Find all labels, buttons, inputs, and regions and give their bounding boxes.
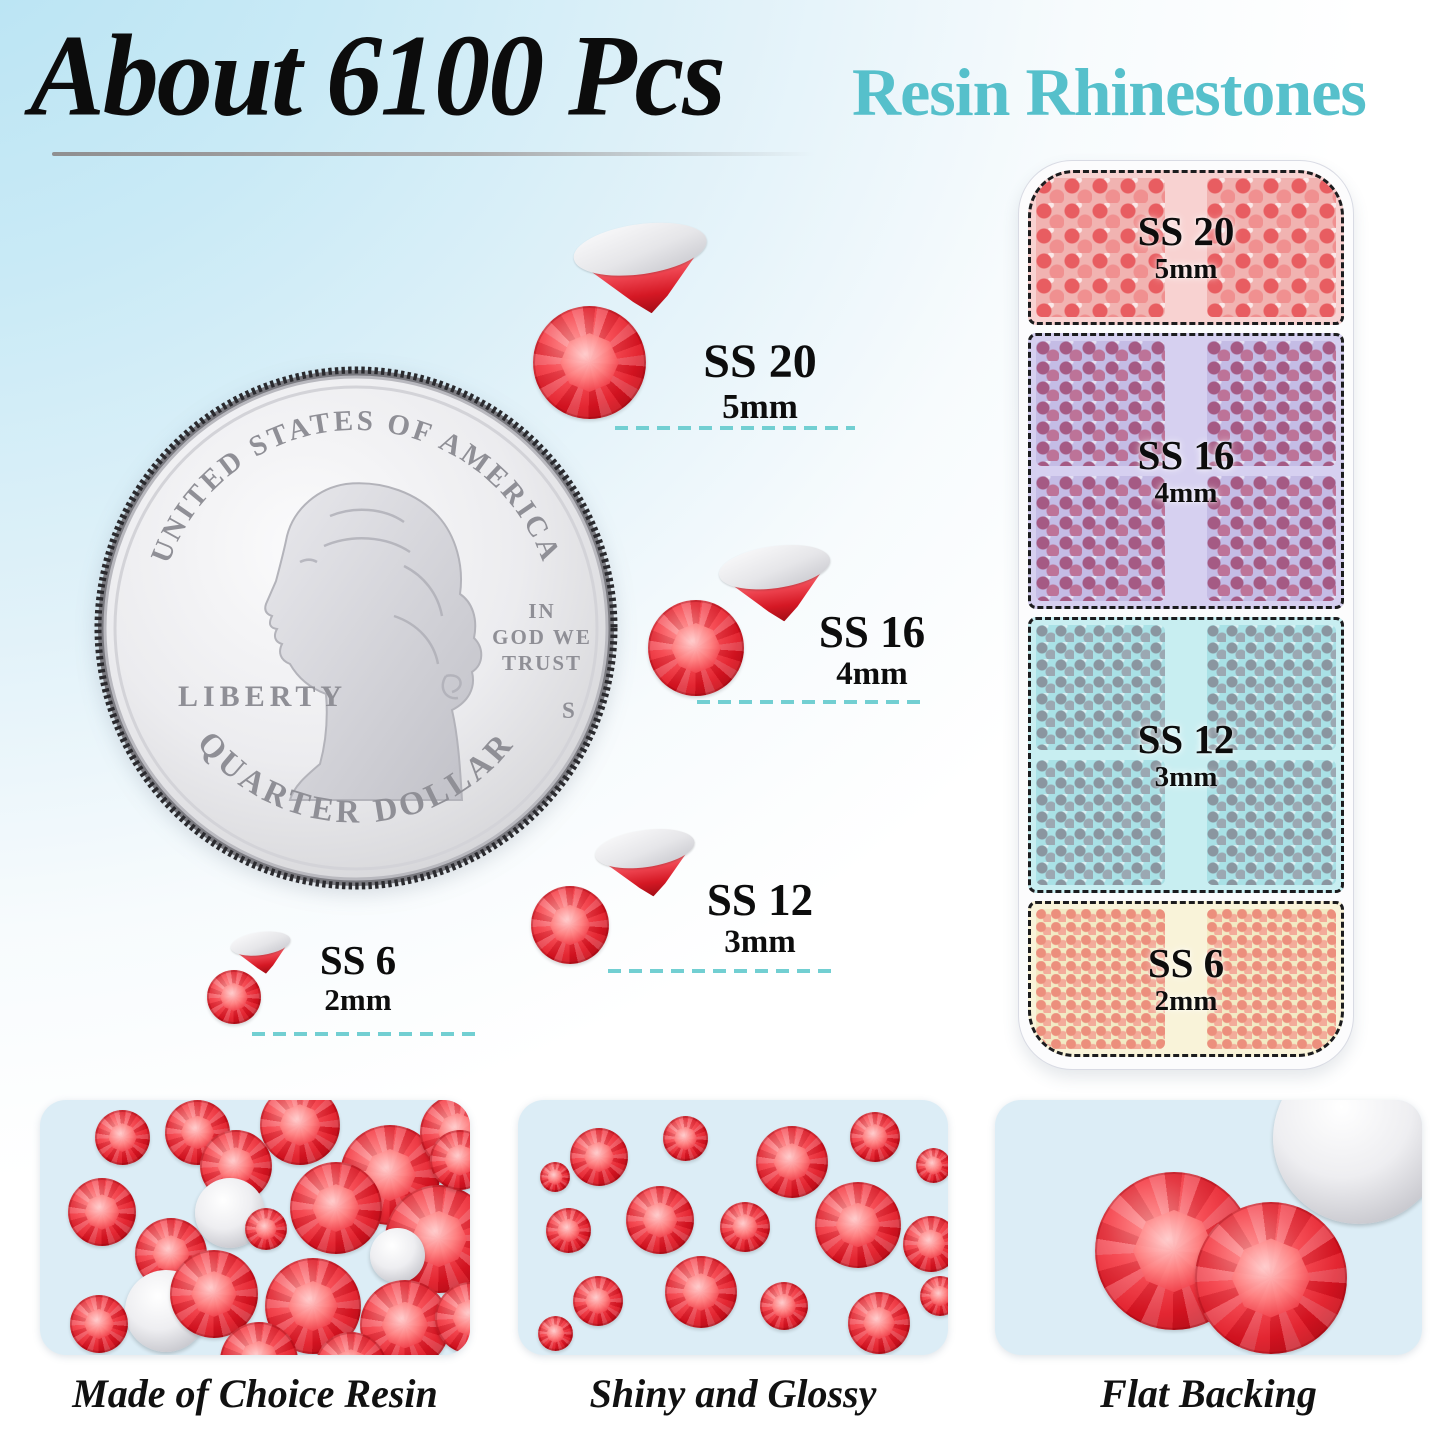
rhinestone (570, 1128, 628, 1186)
rhinestone (920, 1276, 948, 1316)
ss16-code: SS 16 (818, 607, 926, 657)
organizer-label-ss16: SS 16 4mm (1137, 431, 1235, 509)
ss20-code: SS 20 (703, 335, 817, 388)
coin-reeding (94, 366, 618, 890)
ss12-mm: 3mm (724, 924, 796, 960)
rhinestone (546, 1208, 591, 1253)
ss20-size-label: SS 20 5mm (660, 335, 860, 426)
rhinestone (70, 1295, 128, 1353)
coin-motto-line1: IN (528, 599, 555, 623)
coin-rim (113, 385, 599, 871)
ss20-dashed-underline (615, 426, 855, 430)
organizer-compartment (1036, 625, 1165, 750)
organizer-compartment (1207, 909, 1336, 1049)
ss20-top-view-stone (533, 306, 646, 419)
rhinestone (848, 1292, 910, 1354)
photo-made-of-resin (40, 1100, 470, 1355)
caption-shiny-glossy: Shiny and Glossy (589, 1371, 877, 1416)
rhinestone (573, 1276, 623, 1326)
coin-mint-mark: S (562, 698, 575, 723)
coin-liberty-text: LIBERTY (178, 680, 347, 713)
rhinestone (850, 1112, 900, 1162)
organizer-section-ss6: SS 6 2mm (1028, 901, 1344, 1057)
ss16-mm: 4mm (836, 656, 908, 692)
organizer-compartment (1207, 625, 1336, 750)
organizer-label-ss12: SS 12 3mm (1137, 715, 1235, 793)
organizer-section-ss20: SS 20 5mm (1028, 170, 1344, 325)
ss16-top-view-stone (648, 600, 744, 696)
ss16-dashed-underline (697, 700, 923, 704)
ss6-dashed-underline (252, 1032, 480, 1036)
rhinestone (430, 1130, 470, 1190)
page-subtitle: Resin Rhinestones (852, 54, 1367, 130)
rhinestone (815, 1182, 901, 1268)
rhinestone (720, 1202, 770, 1252)
rhinestone (170, 1250, 258, 1338)
ss20-mm: 5mm (722, 387, 798, 426)
rhinestone-organizer-box: SS 20 5mm SS 16 4mm SS 12 3mm (1018, 160, 1354, 1070)
rhinestone (626, 1186, 694, 1254)
organizer-compartment (1207, 178, 1336, 317)
ss6-mm: 2mm (324, 982, 392, 1017)
coin-motto-line3: TRUST (502, 651, 582, 675)
ss12-dashed-underline (608, 969, 838, 973)
rhinestone (1195, 1202, 1347, 1354)
ss6-top-view-stone (207, 970, 261, 1024)
caption-flat-backing: Flat Backing (1100, 1371, 1317, 1416)
quarter-coin-image: UNITED STATES OF AMERICA QUARTER DOLLAR … (94, 366, 618, 890)
rhinestone (68, 1178, 136, 1246)
rhinestone (260, 1100, 340, 1165)
bust-hair-detail (299, 508, 462, 700)
ss6-code: SS 6 (319, 937, 397, 983)
organizer-section-ss16: SS 16 4mm (1028, 333, 1344, 609)
organizer-compartment (1207, 760, 1336, 885)
organizer-compartment (1036, 178, 1165, 317)
organizer-compartment (1207, 341, 1336, 466)
washington-bust (264, 482, 483, 801)
organizer-compartment (1207, 476, 1336, 601)
flatback-stone (370, 1228, 425, 1283)
rhinestone (315, 1332, 387, 1355)
photo-shiny-glossy (518, 1100, 948, 1355)
rhinestone (290, 1162, 382, 1254)
rhinestone (245, 1208, 287, 1250)
ss6-size-label: SS 6 2mm (283, 937, 433, 1017)
rhinestone (663, 1116, 708, 1161)
coin-motto-line2: GOD WE (492, 625, 592, 649)
rhinestone (665, 1256, 737, 1328)
organizer-compartment (1036, 476, 1165, 601)
photo-flat-backing (995, 1100, 1422, 1355)
organizer-label-ss20: SS 20 5mm (1137, 208, 1235, 285)
organizer-compartment (1036, 909, 1165, 1049)
title-divider (52, 152, 814, 156)
rhinestone (756, 1126, 828, 1198)
rhinestone (538, 1316, 573, 1351)
ss12-size-label: SS 12 3mm (660, 878, 860, 959)
ss12-top-view-stone (531, 886, 609, 964)
rhinestone (95, 1110, 150, 1165)
organizer-section-ss12: SS 12 3mm (1028, 617, 1344, 893)
ss16-size-label: SS 16 4mm (772, 610, 972, 691)
organizer-compartment (1036, 760, 1165, 885)
rhinestone (760, 1282, 808, 1330)
organizer-label-ss6: SS 6 2mm (1147, 939, 1225, 1017)
ss12-code: SS 12 (706, 875, 814, 925)
caption-made-of-resin: Made of Choice Resin (72, 1371, 438, 1416)
rhinestone (903, 1216, 948, 1272)
page-title: About 6100 Pcs (30, 11, 726, 141)
rhinestone (540, 1162, 570, 1192)
organizer-compartment (1036, 341, 1165, 466)
rhinestone (916, 1148, 948, 1183)
